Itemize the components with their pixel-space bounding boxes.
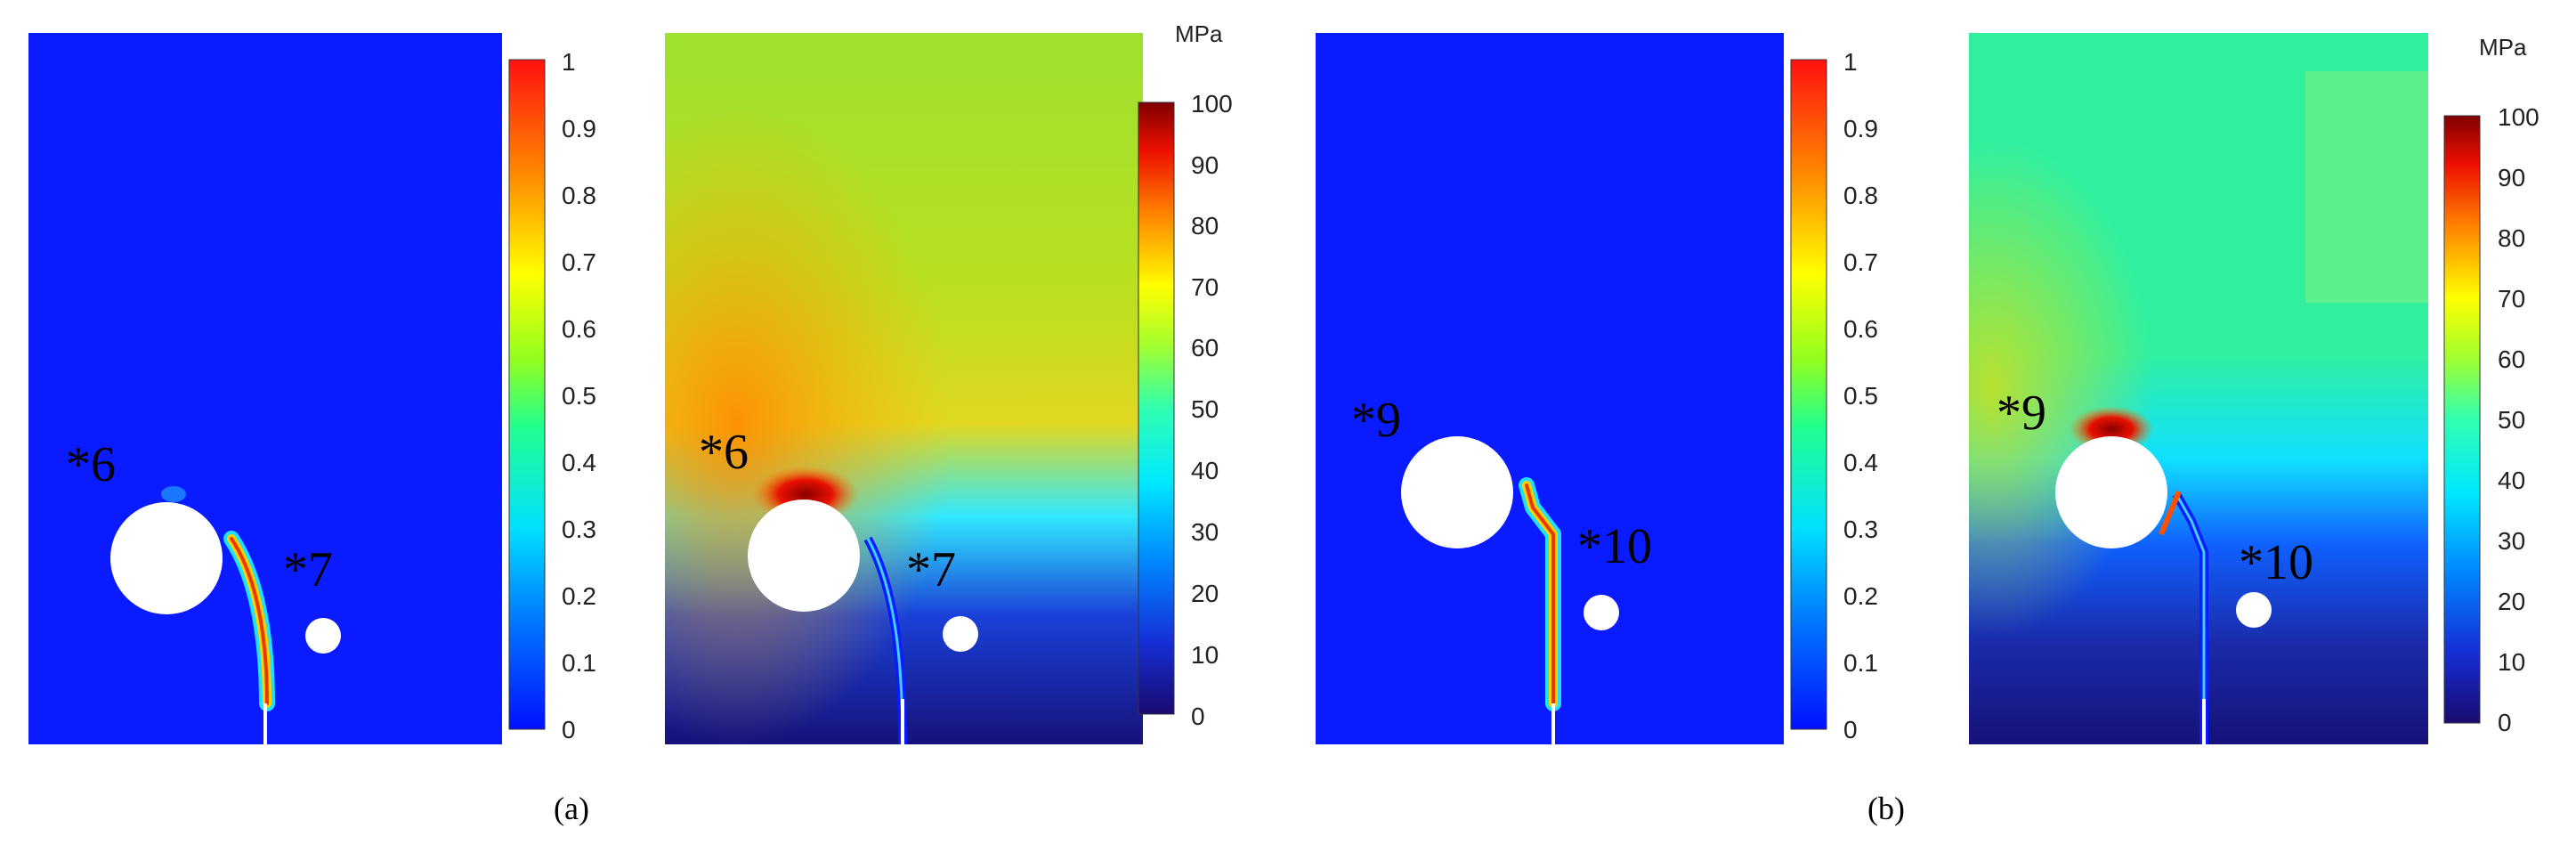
- tick-label: 0: [1191, 703, 1205, 730]
- marker-label: *7: [906, 542, 956, 597]
- tick-label: 0.2: [1843, 582, 1878, 610]
- marker-label: *6: [699, 425, 749, 480]
- large-hole: [748, 500, 860, 612]
- panel-b-damage-plot: *9 *10: [1316, 33, 1784, 744]
- marker-label: *7: [283, 542, 333, 597]
- colorbar-ramp: [1138, 102, 1175, 715]
- damage-spot: [161, 486, 186, 502]
- tick-label: 90: [2498, 164, 2525, 191]
- colorbar-unit: MPa: [1175, 20, 1223, 47]
- colorbar-unit: MPa: [2479, 34, 2527, 61]
- colorbar-ticks: 1 0.9 0.8 0.7 0.6 0.5 0.4 0.3 0.2 0.1 0: [562, 48, 596, 743]
- crack-path: [2175, 493, 2206, 744]
- tick-label: 0: [562, 716, 576, 743]
- colorbar-ticks: 100 90 80 70 60 50 40 30 20 10 0: [2498, 103, 2540, 736]
- tick-label: 0.9: [562, 115, 596, 142]
- damage-colorbar-a: 1 0.9 0.8 0.7 0.6 0.5 0.4 0.3 0.2 0.1 0: [508, 48, 596, 743]
- tick-label: 0.3: [562, 516, 596, 543]
- small-hole: [943, 616, 978, 652]
- large-hole: [1401, 436, 1513, 548]
- tick-label: 20: [2498, 588, 2525, 615]
- tick-label: 20: [1191, 580, 1219, 607]
- tick-label: 0.7: [1843, 248, 1878, 276]
- colorbar-ramp: [508, 59, 546, 730]
- stress-colorbar-b: MPa 100 90 80 70 60 50 40 30 20 10 0: [2443, 34, 2540, 736]
- tick-label: 0.7: [562, 248, 596, 276]
- colorbar-ramp: [1790, 59, 1827, 730]
- stress-patch: [2305, 71, 2428, 303]
- tick-label: 90: [1191, 151, 1219, 179]
- tick-label: 10: [1191, 641, 1219, 669]
- crack-path: [1525, 483, 1555, 705]
- tick-label: 50: [1191, 395, 1219, 423]
- tick-label: 60: [1191, 334, 1219, 361]
- tick-label: 100: [1191, 90, 1233, 118]
- colorbar-ramp: [2443, 115, 2481, 724]
- marker-label: *6: [66, 437, 116, 492]
- marker-label: *10: [2239, 535, 2313, 590]
- tick-label: 0.5: [1843, 382, 1878, 410]
- stress-colorbar-a: MPa 100 90 80 70 60 50 40 30 20 10 0: [1138, 20, 1233, 730]
- tick-label: 0.8: [562, 182, 596, 209]
- tick-label: 60: [2498, 345, 2525, 373]
- small-hole: [305, 618, 341, 654]
- tick-label: 0.8: [1843, 182, 1878, 209]
- panel-label-b: (b): [1867, 791, 1905, 826]
- small-hole: [2236, 592, 2272, 628]
- marker-label: *10: [1577, 519, 1652, 574]
- panel-label-a: (a): [554, 791, 589, 826]
- colorbar-ticks: 100 90 80 70 60 50 40 30 20 10 0: [1191, 90, 1233, 730]
- crack-path: [230, 537, 269, 705]
- damage-colorbar-b: 1 0.9 0.8 0.7 0.6 0.5 0.4 0.3 0.2 0.1 0: [1790, 48, 1878, 743]
- marker-label: *9: [1997, 386, 2046, 441]
- tick-label: 50: [2498, 406, 2525, 434]
- panel-a-stress-plot: *6 *7: [665, 33, 1143, 745]
- tick-label: 80: [1191, 212, 1219, 240]
- tick-label: 70: [1191, 273, 1219, 301]
- small-hole: [1584, 595, 1619, 630]
- tick-label: 0.9: [1843, 115, 1878, 142]
- tick-label: 100: [2498, 103, 2540, 131]
- tick-label: 80: [2498, 224, 2525, 252]
- tick-label: 1: [562, 48, 576, 76]
- tick-label: 40: [2498, 467, 2525, 494]
- tick-label: 70: [2498, 285, 2525, 313]
- large-hole: [2055, 436, 2167, 548]
- large-hole: [110, 502, 223, 614]
- colorbar-ticks: 1 0.9 0.8 0.7 0.6 0.5 0.4 0.3 0.2 0.1 0: [1843, 48, 1878, 743]
- tick-label: 1: [1843, 48, 1858, 76]
- tick-label: 0.3: [1843, 516, 1878, 543]
- tick-label: 0.5: [562, 382, 596, 410]
- crack-tip-stress: [2159, 490, 2182, 536]
- stress-warm-region: [1969, 33, 2428, 744]
- tick-label: 10: [2498, 648, 2525, 676]
- tick-label: 0.6: [562, 315, 596, 343]
- tick-label: 0: [1843, 716, 1858, 743]
- tick-label: 30: [2498, 527, 2525, 555]
- tick-label: 0.4: [1843, 449, 1878, 476]
- tick-label: 0.2: [562, 582, 596, 610]
- tick-label: 0.1: [562, 649, 596, 677]
- tick-label: 0: [2498, 709, 2512, 736]
- panel-b-stress-plot: *9 *10: [1969, 33, 2428, 744]
- stress-warm-region: [665, 33, 1143, 744]
- marker-label: *9: [1351, 393, 1401, 448]
- tick-label: 0.6: [1843, 315, 1878, 343]
- tick-label: 30: [1191, 518, 1219, 546]
- tick-label: 0.1: [1843, 649, 1878, 677]
- tick-label: 40: [1191, 457, 1219, 484]
- panel-a-damage-plot: *6 *7: [28, 33, 502, 744]
- tick-label: 0.4: [562, 449, 596, 476]
